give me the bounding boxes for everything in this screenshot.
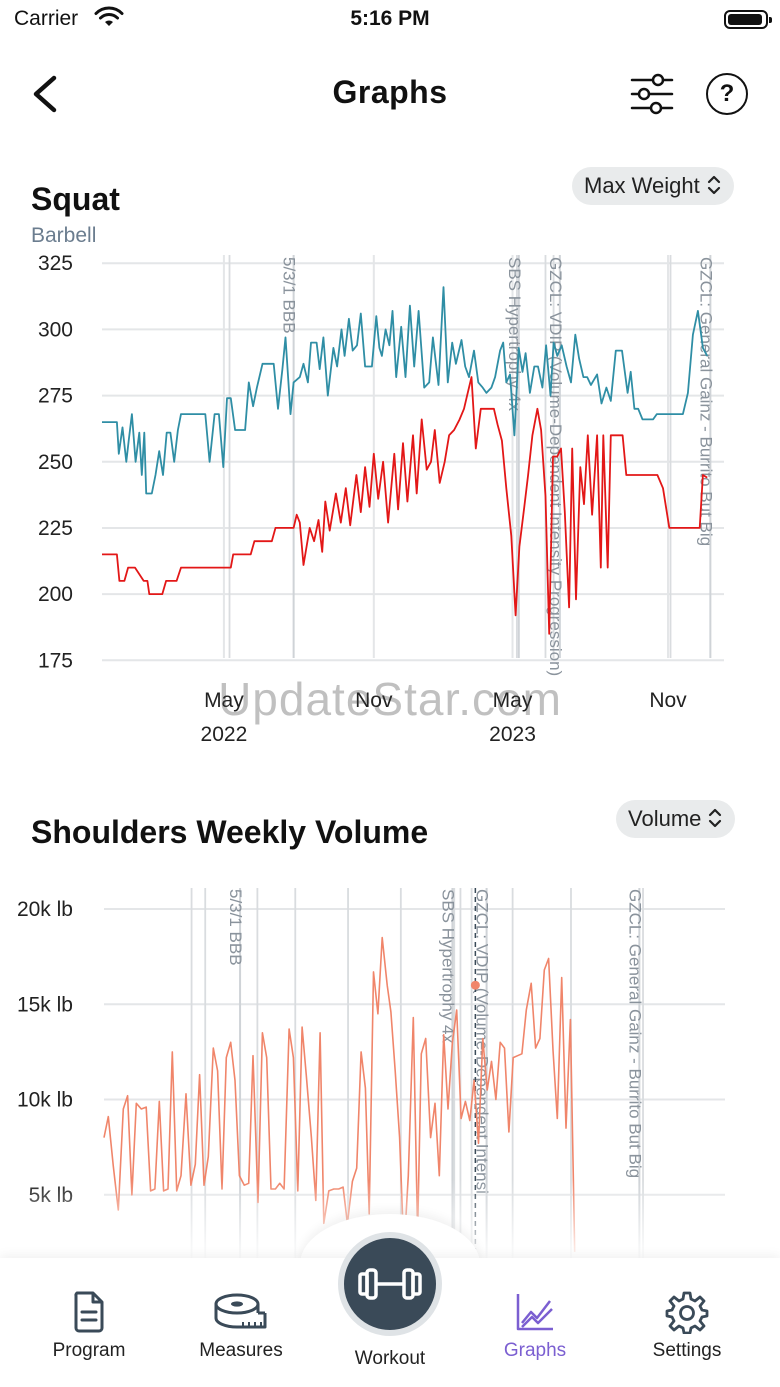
wifi-icon: [94, 6, 124, 26]
x-tick-label: May: [493, 689, 533, 712]
y-tick-label: 20k lb: [17, 898, 73, 921]
program-annotation: SBS Hypertrophy 4x: [505, 257, 524, 412]
nav-header: Graphs ?: [0, 60, 780, 130]
y-tick-label: 200: [38, 583, 73, 606]
squat-chart: 175 200 225 250 275 300 325 May 2022 Nov May 2023 No…: [38, 252, 724, 746]
program-annotation: GZCL: General Gainz - Burrito But Big: [696, 257, 715, 546]
y-tick-label: 10k lb: [17, 1089, 73, 1112]
y-tick-label: 300: [38, 318, 73, 341]
chevron-updown-icon: [707, 176, 720, 195]
tab-measures[interactable]: Measures: [176, 1290, 306, 1362]
metric-select-max-weight[interactable]: Max Weight: [572, 167, 734, 205]
chevron-updown-icon: [709, 809, 722, 828]
graph-icon: [516, 1294, 553, 1331]
tab-program[interactable]: Program: [24, 1290, 154, 1362]
series-line-training-max: [102, 286, 708, 495]
tab-workout-label: Workout: [354, 1348, 426, 1369]
chart-title-squat: Squat: [31, 181, 120, 217]
tab-label: Graphs: [503, 1340, 567, 1361]
watermark: UpdateStar.com: [218, 673, 562, 725]
chart-title-shoulders: Shoulders Weekly Volume: [31, 814, 429, 850]
program-annotation: 5/3/1 BBB: [226, 889, 245, 966]
tab-label: Settings: [652, 1340, 722, 1361]
x-tick-year: 2022: [201, 723, 248, 746]
back-button[interactable]: [24, 72, 68, 116]
y-tick-label: 275: [38, 385, 73, 408]
series-line-max-weight: [102, 376, 708, 635]
document-icon: [74, 1291, 104, 1333]
program-annotation: GZCL: General Gainz - Burrito But Big: [625, 889, 644, 1178]
tab-label: Measures: [199, 1340, 283, 1361]
metric-select-label: Max Weight: [584, 173, 700, 198]
metric-select-label: Volume: [628, 806, 702, 831]
filter-sliders-button[interactable]: [626, 72, 678, 116]
x-tick-label: Nov: [649, 689, 687, 712]
y-tick-label: 15k lb: [17, 993, 73, 1016]
program-annotation: 5/3/1 BBB: [280, 257, 299, 334]
gear-icon: [665, 1291, 709, 1334]
help-button[interactable]: ?: [706, 73, 748, 115]
x-tick-label: Nov: [355, 689, 393, 712]
workout-button[interactable]: [338, 1232, 442, 1336]
dumbbell-icon: [358, 1268, 422, 1300]
metric-select-volume[interactable]: Volume: [616, 800, 736, 838]
program-annotation: SBS Hypertrophy 4x: [438, 889, 457, 1044]
y-tick-label: 225: [38, 517, 73, 540]
page-title: Graphs: [332, 74, 448, 110]
chart-subtitle-barbell: Barbell: [31, 224, 97, 247]
status-bar: Carrier 5:16 PM: [0, 0, 780, 40]
tape-measure-icon: [214, 1293, 267, 1329]
x-tick-label: May: [204, 689, 244, 712]
y-tick-label: 175: [38, 649, 73, 672]
selected-point: [470, 980, 480, 990]
tab-graphs[interactable]: Graphs: [470, 1290, 600, 1362]
tab-label: Program: [52, 1340, 126, 1361]
x-tick-year: 2023: [489, 723, 536, 746]
battery-icon: [724, 10, 772, 29]
clock: 5:16 PM: [350, 7, 430, 30]
y-tick-label: 325: [38, 252, 73, 275]
carrier-label: Carrier: [14, 7, 79, 30]
y-tick-label: 250: [38, 451, 73, 474]
tab-settings[interactable]: Settings: [622, 1290, 752, 1362]
